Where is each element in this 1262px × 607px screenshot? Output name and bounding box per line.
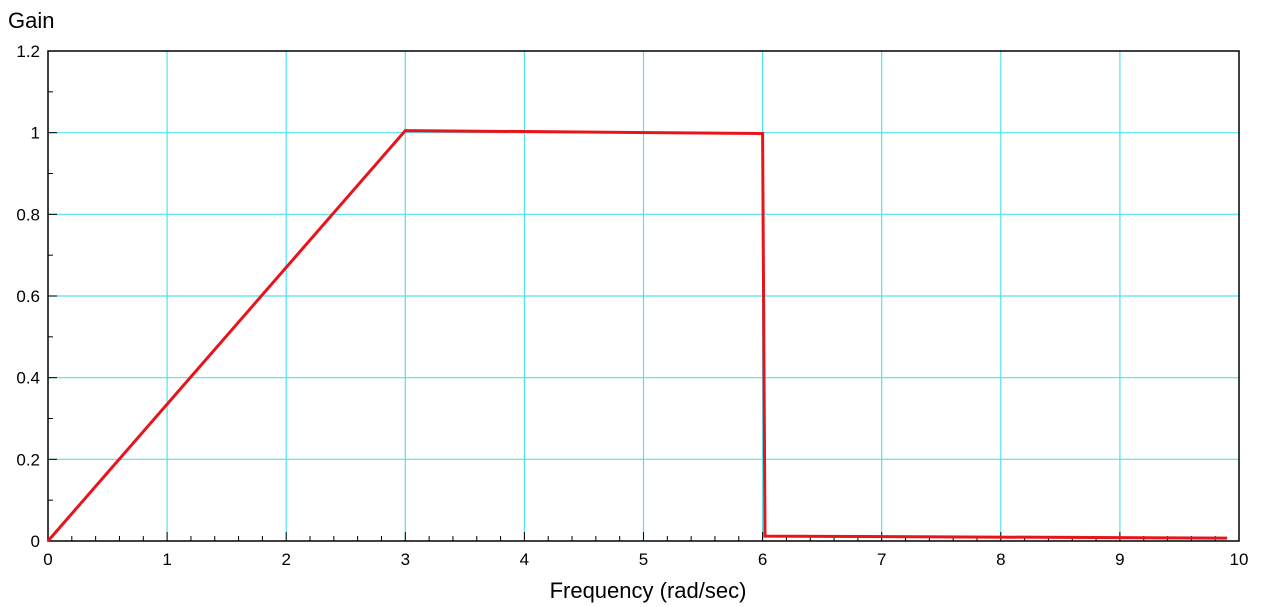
series-layer bbox=[46, 129, 1228, 542]
x-tick-label: 2 bbox=[281, 550, 290, 569]
y-tick-labels: 0 0.2 0.4 0.6 0.8 1 1.2 bbox=[16, 42, 40, 551]
plot-frame bbox=[47, 50, 1240, 542]
y-tick-label: 0 bbox=[31, 532, 40, 551]
x-tick-labels: 0 1 2 3 4 5 6 7 8 9 10 bbox=[43, 550, 1248, 569]
x-tick-label: 0 bbox=[43, 550, 52, 569]
y-tick-label: 0.6 bbox=[16, 287, 40, 306]
x-tick-label: 3 bbox=[401, 550, 410, 569]
x-tick-label: 5 bbox=[639, 550, 648, 569]
x-tick-label: 10 bbox=[1230, 550, 1249, 569]
x-axis-label: Frequency (rad/sec) bbox=[550, 578, 747, 603]
y-axis-label: Gain bbox=[8, 8, 54, 33]
x-tick-label: 7 bbox=[877, 550, 886, 569]
x-tick-label: 9 bbox=[1115, 550, 1124, 569]
x-tick-label: 4 bbox=[520, 550, 529, 569]
grid bbox=[48, 51, 1239, 541]
y-tick-label: 0.8 bbox=[16, 205, 40, 224]
y-tick-label: 1.2 bbox=[16, 42, 40, 61]
y-tick-label: 0.2 bbox=[16, 450, 40, 469]
y-tick-label: 0.4 bbox=[16, 369, 40, 388]
gain-series-line bbox=[46, 129, 1228, 542]
x-tick-label: 1 bbox=[162, 550, 171, 569]
y-tick-label: 1 bbox=[31, 124, 40, 143]
x-tick-label: 8 bbox=[996, 550, 1005, 569]
x-tick-label: 6 bbox=[758, 550, 767, 569]
